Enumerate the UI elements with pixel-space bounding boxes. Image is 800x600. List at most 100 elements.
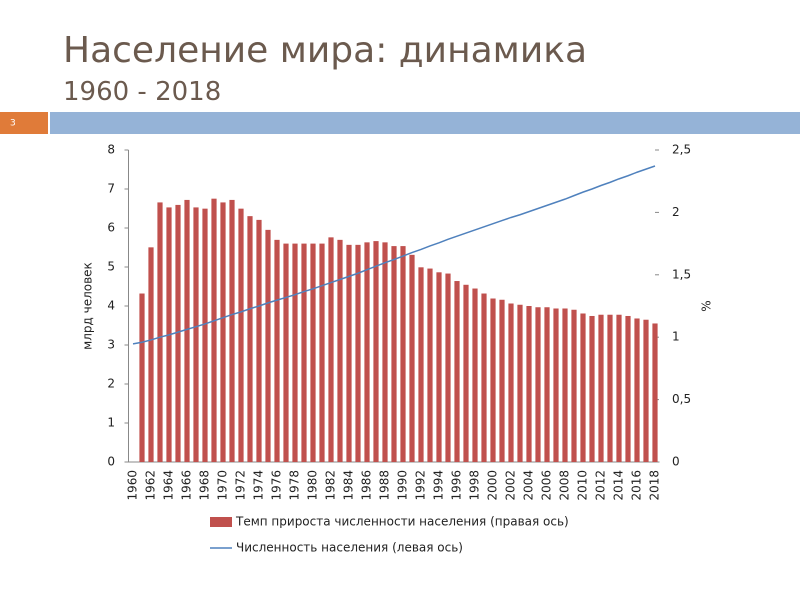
bar — [310, 243, 316, 462]
bar — [571, 309, 577, 462]
bar — [580, 313, 586, 462]
x-tick-label: 1984 — [342, 470, 356, 501]
bar — [337, 239, 343, 462]
bar — [517, 304, 523, 462]
y-tick-label: 3 — [107, 338, 115, 352]
bar — [157, 202, 163, 462]
bar — [265, 229, 271, 462]
y2-tick-label: 0 — [672, 455, 680, 469]
bar — [544, 307, 550, 462]
x-tick-label: 2000 — [486, 470, 500, 501]
y-tick-label: 1 — [107, 416, 115, 430]
bar — [148, 247, 154, 462]
y-tick-label: 5 — [107, 260, 115, 274]
y-axis-title: млрд человек — [81, 262, 95, 350]
bar — [382, 242, 388, 462]
legend-label: Численность населения (левая ось) — [236, 541, 463, 555]
x-tick-label: 1994 — [432, 470, 446, 501]
bar — [211, 198, 217, 462]
x-tick-label: 2002 — [504, 470, 518, 501]
y-tick-label: 7 — [107, 182, 115, 196]
bar — [283, 243, 289, 462]
y-tick-label: 4 — [107, 299, 115, 313]
x-tick-label: 2010 — [576, 470, 590, 501]
y-tick-label: 8 — [107, 143, 115, 157]
bar — [346, 244, 352, 462]
bar — [481, 293, 487, 462]
number-box — [0, 112, 48, 134]
x-tick-label: 1980 — [306, 470, 320, 501]
bar — [445, 273, 451, 462]
y-tick-label: 2 — [107, 377, 115, 391]
bar — [490, 298, 496, 462]
x-tick-label: 1982 — [324, 470, 338, 501]
x-tick-label: 2006 — [540, 470, 554, 501]
bar — [472, 288, 478, 462]
bar — [454, 281, 460, 462]
bar — [535, 307, 541, 462]
bar — [229, 199, 235, 463]
bar — [634, 318, 640, 462]
bar — [418, 267, 424, 462]
bar — [589, 315, 595, 462]
x-tick-label: 1996 — [450, 470, 464, 501]
y2-tick-label: 1,5 — [672, 267, 691, 281]
bar — [562, 308, 568, 462]
bar — [328, 237, 334, 462]
slide-number: 3 — [10, 119, 16, 129]
line — [132, 165, 656, 345]
bar — [175, 204, 181, 463]
bar — [292, 243, 298, 462]
y2-tick-label: 2,5 — [672, 143, 691, 157]
bar — [238, 208, 244, 462]
x-tick-label: 1986 — [360, 470, 374, 501]
x-tick-label: 1988 — [378, 470, 392, 501]
x-tick-label: 1964 — [162, 470, 176, 501]
x-tick-label: 1972 — [234, 470, 248, 501]
y-tick-label: 0 — [107, 455, 115, 469]
bar — [391, 246, 397, 462]
legend-label: Темп прироста численности населения (пра… — [235, 515, 569, 529]
x-tick-label: 1968 — [198, 470, 212, 501]
bar — [220, 202, 226, 462]
x-tick-label: 1960 — [126, 470, 140, 501]
x-tick-label: 2014 — [612, 470, 626, 501]
x-tick-label: 2018 — [648, 470, 662, 501]
bar — [643, 319, 649, 462]
y2-tick-label: 0,5 — [672, 392, 691, 406]
x-tick-label: 1974 — [252, 470, 266, 501]
bar — [373, 241, 379, 462]
bar — [301, 243, 307, 462]
x-tick-label: 2008 — [558, 470, 572, 501]
bar — [652, 323, 658, 462]
x-tick-label: 1976 — [270, 470, 284, 501]
slide-subtitle: 1960 - 2018 — [63, 77, 221, 107]
bar — [139, 293, 145, 462]
x-tick-label: 1978 — [288, 470, 302, 501]
legend-swatch — [210, 517, 232, 527]
bar — [616, 314, 622, 462]
y2-axis-title: % — [700, 300, 714, 311]
x-tick-label: 1966 — [180, 470, 194, 501]
bar — [508, 303, 514, 462]
bar — [553, 308, 559, 462]
x-tick-label: 2012 — [594, 470, 608, 501]
x-tick-label: 2016 — [630, 470, 644, 501]
bar — [607, 314, 613, 462]
bar — [184, 199, 190, 463]
bar — [247, 216, 253, 462]
bar — [355, 244, 361, 462]
bar — [319, 243, 325, 462]
bar — [202, 208, 208, 462]
y2-tick-label: 1 — [672, 330, 680, 344]
x-tick-label: 1962 — [144, 470, 158, 501]
bar — [193, 207, 199, 462]
bar — [625, 315, 631, 462]
bar — [526, 306, 532, 462]
bar — [436, 272, 442, 462]
bar — [409, 254, 415, 462]
bar — [256, 219, 262, 462]
y-tick-label: 6 — [107, 221, 115, 235]
